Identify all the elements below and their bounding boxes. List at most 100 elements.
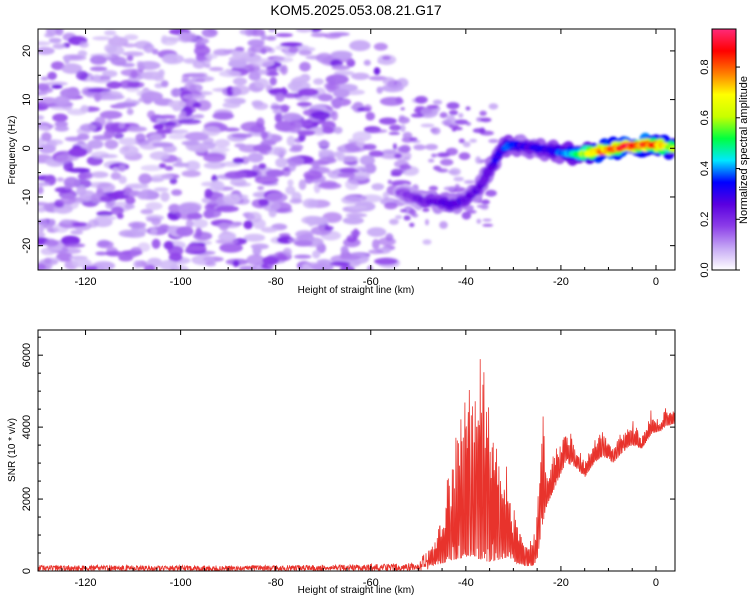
noise-blob — [303, 170, 323, 180]
snr-x-tick-label: -60 — [363, 577, 379, 589]
noise-blob — [273, 146, 287, 157]
noise-blob — [280, 42, 303, 47]
noise-blob — [293, 240, 313, 247]
noise-blob — [389, 218, 399, 225]
noise-blob — [439, 221, 448, 229]
noise-blob — [63, 243, 86, 248]
noise-blob — [339, 167, 360, 174]
noise-blob — [61, 63, 83, 74]
noise-blob — [439, 112, 448, 119]
noise-blob — [243, 233, 266, 242]
noise-blob — [171, 189, 183, 196]
noise-blob — [38, 219, 49, 227]
noise-blob — [310, 111, 331, 120]
noise-blob — [270, 105, 291, 110]
noise-blob — [38, 46, 55, 55]
noise-blob — [55, 154, 73, 164]
noise-blob — [440, 158, 454, 166]
snr-y-tick-label: 4000 — [21, 415, 33, 439]
noise-blob — [363, 143, 377, 151]
noise-blob — [313, 78, 324, 85]
noise-blob — [331, 97, 343, 109]
noise-blob — [379, 117, 397, 125]
noise-blob — [232, 157, 244, 164]
snr-ticks: -120 -100 -80 -60 -40 -20 0 0 2000 4000 6000 — [21, 330, 675, 589]
noise-blob — [87, 139, 104, 149]
noise-blob — [415, 106, 425, 110]
noise-blob — [365, 111, 375, 121]
noise-blob — [350, 230, 361, 237]
noise-blob — [178, 202, 202, 214]
noise-blob — [110, 56, 127, 66]
noise-blob — [56, 177, 64, 182]
noise-blob — [159, 260, 178, 270]
noise-blob — [351, 171, 371, 181]
noise-blob — [123, 34, 139, 41]
noise-blob — [247, 39, 265, 47]
noise-blob — [395, 215, 403, 220]
noise-blob — [40, 247, 56, 256]
noise-blob — [192, 102, 202, 108]
noise-blob — [260, 131, 269, 139]
noise-blob — [104, 122, 129, 133]
noise-blob — [438, 153, 449, 157]
noise-blob — [443, 186, 456, 191]
snr-x-tick-label: -120 — [75, 577, 97, 589]
spectrogram-ylabel: Frequency (Hz) — [7, 116, 18, 185]
spectrogram-y-tick-label: 20 — [21, 45, 33, 57]
noise-blob — [408, 208, 417, 216]
noise-blob — [215, 205, 239, 213]
noise-blob — [316, 259, 332, 265]
noise-blob — [253, 144, 272, 153]
noise-blob — [317, 141, 330, 146]
noise-blob — [90, 192, 104, 204]
noise-blob — [185, 245, 207, 252]
colorbar-gradient — [711, 28, 737, 271]
noise-blob — [396, 77, 409, 88]
noise-blob — [203, 152, 226, 163]
noise-blob — [38, 201, 50, 206]
noise-blob — [54, 95, 70, 107]
noise-blob — [374, 257, 398, 265]
noise-blob — [299, 233, 309, 241]
noise-blob — [311, 263, 334, 270]
noise-blob — [223, 97, 246, 104]
snr-series-line — [38, 359, 675, 571]
noise-blob — [38, 224, 45, 234]
noise-blob — [104, 30, 117, 36]
noise-blob — [231, 133, 253, 139]
noise-blob — [47, 71, 57, 80]
noise-blob — [194, 45, 211, 57]
spectrogram-x-tick-label: -100 — [170, 276, 192, 288]
noise-blob — [232, 77, 248, 86]
noise-blob — [148, 133, 163, 143]
noise-blob — [275, 33, 293, 38]
noise-blob — [384, 202, 398, 210]
noise-blob — [469, 138, 478, 143]
noise-blob — [476, 204, 489, 209]
noise-blob — [160, 80, 169, 88]
noise-blob — [77, 50, 88, 57]
noise-blob — [179, 111, 187, 120]
spectrogram-y-tick-label: 0 — [21, 145, 33, 151]
noise-blob — [140, 91, 163, 102]
noise-blob — [232, 260, 240, 268]
noise-blob — [224, 171, 247, 179]
noise-blob — [307, 216, 316, 227]
noise-blob — [168, 100, 186, 109]
noise-blob — [38, 263, 47, 270]
spectrogram-x-tick-label: 0 — [653, 276, 659, 288]
noise-blob — [181, 74, 189, 82]
noise-blob — [122, 51, 144, 57]
noise-blob — [99, 154, 118, 159]
noise-blob — [247, 46, 256, 57]
noise-blob — [339, 255, 361, 260]
noise-blob — [192, 60, 206, 69]
noise-blob — [222, 193, 241, 204]
noise-blob — [185, 160, 201, 171]
noise-blob — [275, 157, 288, 168]
noise-blob — [79, 123, 97, 132]
noise-blob — [373, 67, 381, 75]
noise-blob — [463, 180, 476, 184]
noise-blob — [232, 51, 250, 59]
